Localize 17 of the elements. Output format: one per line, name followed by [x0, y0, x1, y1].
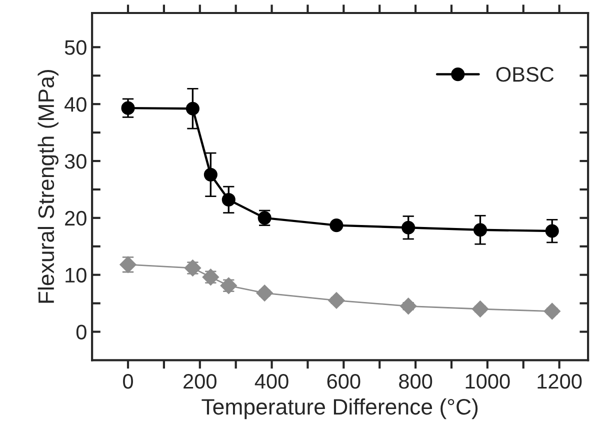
- y-axis-title: Flexural Strength (MPa): [38, 70, 58, 303]
- x-tick-label: 400: [254, 374, 288, 389]
- point: [330, 218, 344, 232]
- y-tick-label: 0: [76, 324, 86, 340]
- y-tick-label: 30: [64, 154, 86, 169]
- y-tick-label: 40: [64, 97, 86, 112]
- y-tick-label: 10: [66, 268, 86, 283]
- x-tick-label: 800: [399, 374, 432, 389]
- x-axis-title: Temperature Difference (°C): [202, 398, 478, 420]
- y-tick-label: 50: [64, 40, 86, 55]
- x-tick-label: 0: [123, 374, 133, 389]
- x-tick-label: 1200: [538, 374, 582, 389]
- x-tick-label: 200: [184, 374, 216, 389]
- y-tick-label: 20: [65, 210, 86, 226]
- legend-label: OBSC: [496, 67, 554, 82]
- x-tick-label: 1000: [466, 374, 510, 389]
- x-tick-label: 600: [327, 374, 360, 389]
